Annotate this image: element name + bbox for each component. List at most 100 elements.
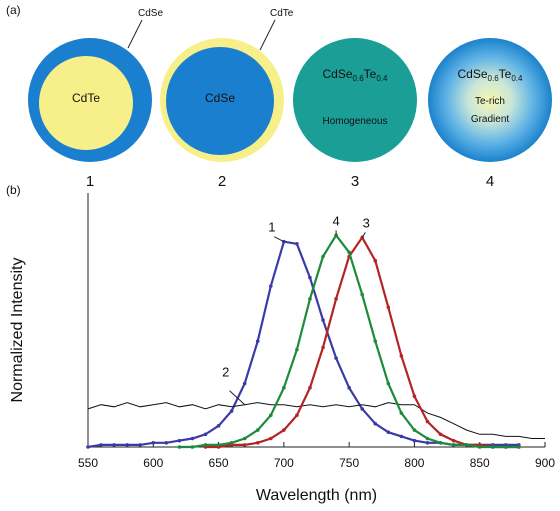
data-point	[164, 440, 169, 445]
data-point	[399, 411, 404, 415]
label-leader	[361, 232, 366, 238]
data-point	[151, 440, 156, 445]
particle	[293, 38, 417, 162]
subscript: 0.4	[376, 74, 388, 83]
particle-number: 4	[486, 173, 494, 190]
core-label: Te-rich	[475, 96, 505, 107]
x-tick-label: 900	[535, 456, 555, 470]
data-point	[334, 356, 338, 360]
data-point	[321, 345, 325, 350]
data-point	[242, 443, 247, 447]
label-leader	[274, 236, 285, 243]
data-point	[412, 394, 417, 399]
data-point	[373, 339, 378, 343]
data-point	[229, 409, 234, 413]
formula: CdSe0.6Te0.4	[458, 67, 524, 83]
data-point	[373, 258, 378, 263]
label-leader	[229, 390, 246, 406]
particle	[428, 38, 552, 162]
data-point	[425, 440, 430, 445]
series-line	[87, 240, 519, 449]
shell-label: CdTe	[270, 8, 294, 19]
data-point	[360, 407, 365, 411]
data-point	[386, 381, 391, 386]
data-point	[308, 275, 312, 280]
formula: CdSe0.6Te0.4	[323, 67, 389, 83]
data-point	[360, 292, 365, 297]
data-point	[125, 443, 129, 447]
panel-label: (a)	[6, 3, 21, 17]
data-point	[321, 254, 325, 259]
x-axis-label: Wavelength (nm)	[256, 487, 377, 504]
data-point	[255, 428, 260, 432]
data-point	[308, 297, 312, 301]
data-point	[490, 445, 495, 449]
y-axis-label: Normalized Intensity	[9, 258, 26, 403]
data-point	[438, 440, 443, 445]
data-point	[295, 347, 299, 352]
data-point	[321, 318, 325, 322]
particle-number: 1	[86, 173, 94, 190]
data-point	[295, 242, 299, 246]
data-point	[386, 430, 391, 434]
data-point	[203, 443, 208, 447]
data-point	[308, 385, 312, 390]
data-point	[177, 438, 182, 443]
data-point	[464, 443, 469, 447]
formula-part: CdSe	[458, 67, 488, 81]
subscript: 0.6	[488, 74, 500, 83]
data-point	[216, 424, 221, 428]
x-tick-label: 750	[339, 456, 359, 470]
data-point	[334, 297, 338, 301]
data-point	[99, 443, 103, 447]
x-tick-label: 650	[209, 456, 229, 470]
core-label: CdTe	[72, 91, 100, 105]
data-point	[282, 428, 286, 432]
data-point	[438, 432, 443, 437]
data-point	[425, 419, 430, 424]
series-label: 2	[222, 365, 229, 380]
x-tick-label: 850	[470, 456, 490, 470]
data-point	[242, 381, 247, 386]
data-point	[216, 443, 221, 447]
description: Gradient	[471, 114, 510, 125]
core-label: CdSe	[205, 91, 235, 105]
subscript: 0.4	[511, 74, 523, 83]
series-label: 4	[332, 213, 339, 228]
series-line	[179, 233, 519, 449]
series-label: 1	[268, 220, 275, 235]
data-point	[295, 413, 299, 418]
subscript: 0.6	[353, 74, 365, 83]
shell-label: CdSe	[138, 8, 163, 19]
data-point	[373, 421, 378, 426]
data-point	[412, 438, 417, 443]
formula-part: Te	[499, 67, 512, 81]
series-line	[205, 235, 519, 449]
series-label: 3	[363, 215, 370, 230]
core	[39, 56, 133, 150]
data-point	[269, 413, 273, 418]
data-point	[347, 250, 351, 255]
data-point	[242, 436, 247, 441]
data-point	[412, 428, 417, 432]
core	[166, 47, 274, 155]
data-point	[517, 445, 521, 449]
x-tick-label: 550	[78, 456, 98, 470]
data-point	[425, 436, 430, 441]
particle-number: 2	[218, 173, 226, 190]
data-point	[269, 284, 273, 288]
data-point	[451, 443, 456, 447]
data-point	[386, 305, 391, 310]
data-point	[255, 440, 260, 445]
data-point	[399, 354, 404, 358]
series-line	[87, 402, 545, 439]
data-point	[255, 339, 260, 343]
leader	[127, 19, 143, 49]
data-point	[269, 436, 273, 441]
data-point	[451, 438, 456, 443]
data-point	[399, 434, 404, 439]
data-point	[203, 432, 208, 437]
data-point	[282, 385, 286, 390]
